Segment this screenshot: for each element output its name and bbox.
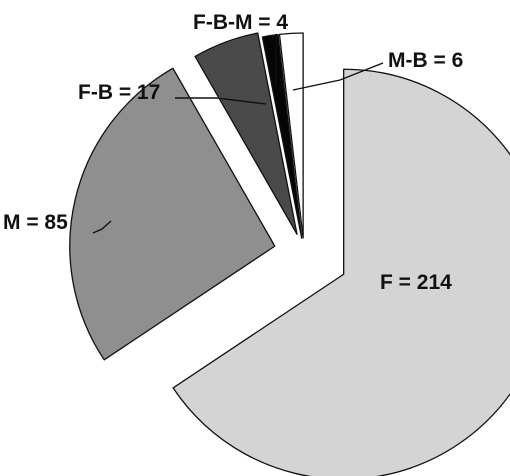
slice-labels: F-B-M = 4 M-B = 6 F-B = 17 M = 85 F = 21… — [3, 11, 463, 294]
leader-lines — [92, 34, 384, 234]
slice-label-f: F = 214 — [380, 271, 452, 294]
pie-slice-f-b-m — [261, 33, 303, 239]
leader-line-f-b — [175, 97, 267, 105]
leader-line-m — [92, 220, 112, 234]
pie-slice-m-b — [278, 32, 304, 239]
slice-label-f-b-m: F-B-M = 4 — [193, 11, 288, 34]
pie-slice-f — [172, 68, 510, 476]
slice-label-m-b: M-B = 6 — [388, 49, 463, 72]
leader-line-m-b — [292, 62, 384, 91]
pie-slices — [69, 32, 510, 476]
pie-slice-m — [69, 67, 276, 361]
pie-slice-f-b — [194, 32, 298, 235]
slice-label-m: M = 85 — [3, 211, 68, 234]
slice-label-f-b: F-B = 17 — [78, 81, 160, 104]
